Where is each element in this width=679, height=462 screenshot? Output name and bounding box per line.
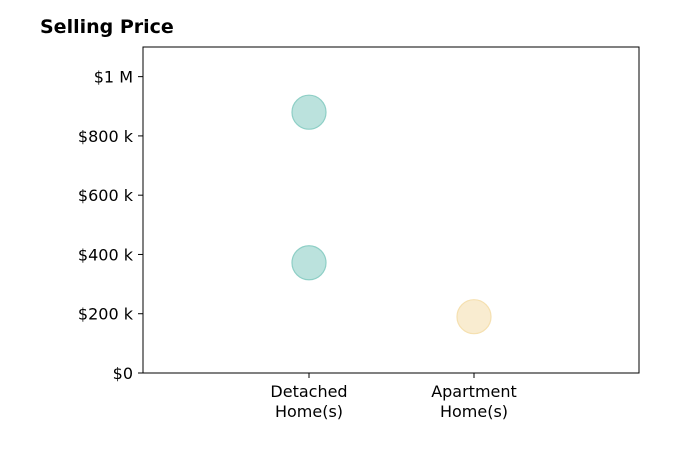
- y-tick-label: $400 k: [78, 245, 134, 264]
- data-point: [456, 299, 492, 335]
- y-tick-label: $200 k: [78, 305, 134, 324]
- x-tick-label: Detached Home(s): [270, 382, 347, 421]
- data-point: [291, 245, 327, 281]
- data-point: [291, 94, 327, 130]
- y-tick-label: $1 M: [94, 68, 133, 87]
- x-tick-label: Apartment Home(s): [431, 382, 517, 421]
- y-tick-label: $600 k: [78, 186, 134, 205]
- plot-frame: [142, 46, 640, 374]
- y-tick-label: $0: [113, 364, 133, 383]
- chart-title: Selling Price: [40, 16, 174, 38]
- y-tick-label: $800 k: [78, 127, 134, 146]
